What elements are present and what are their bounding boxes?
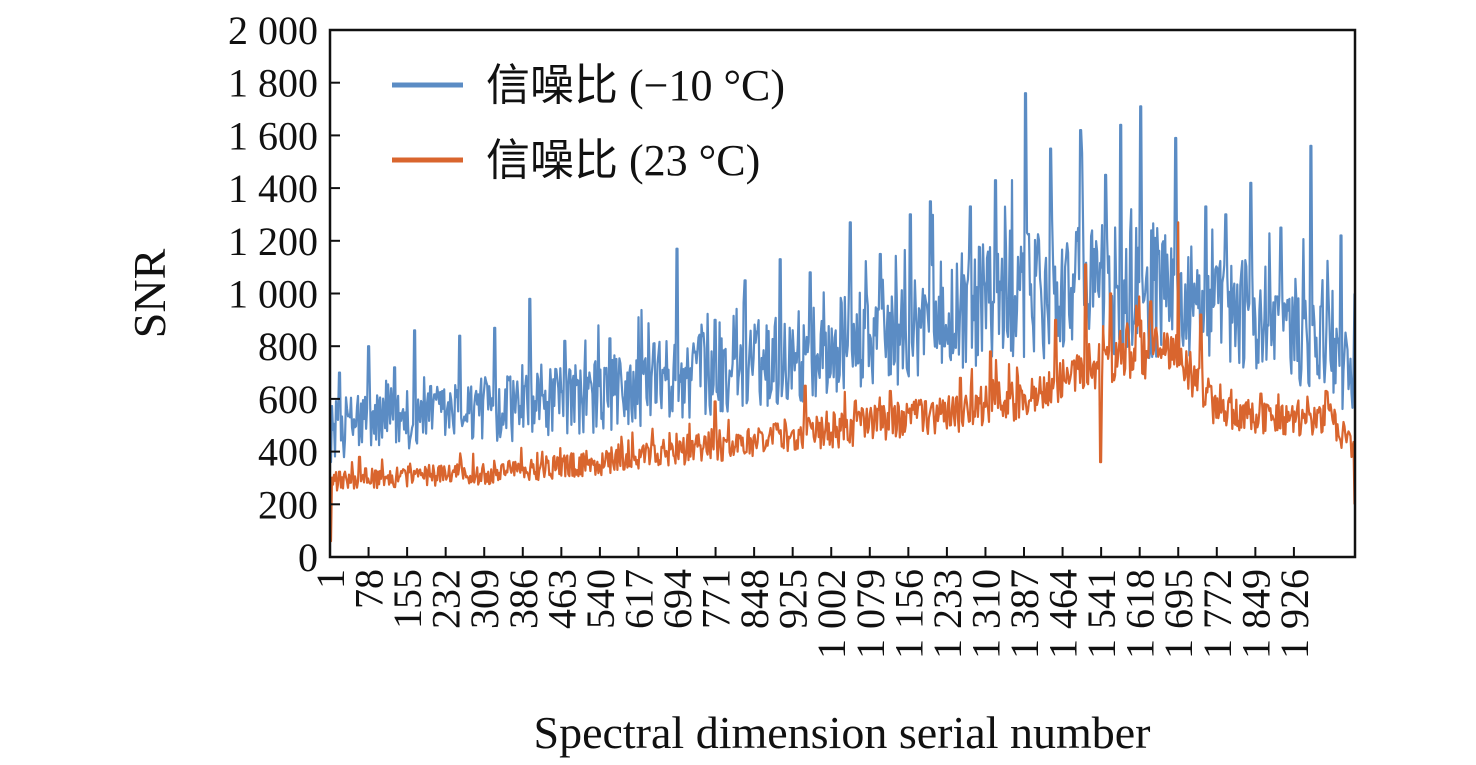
legend: 信噪比 (−10 °C) 信噪比 (23 °C) xyxy=(392,61,785,185)
legend-label-series-2: 信噪比 (23 °C) xyxy=(486,136,760,185)
x-tick-label: 1 387 xyxy=(1002,569,1047,659)
x-tick-label: 771 xyxy=(694,569,739,629)
x-tick-label: 848 xyxy=(732,569,777,629)
x-tick-label: 694 xyxy=(655,569,700,629)
y-tick-label: 400 xyxy=(258,430,318,475)
x-tick-label: 1 002 xyxy=(809,569,854,659)
series-line-1 xyxy=(329,92,1356,464)
y-tick-label: 200 xyxy=(258,482,318,527)
x-tick-label: 617 xyxy=(616,569,661,629)
x-tick-label: 925 xyxy=(771,569,816,629)
x-tick-label: 1 464 xyxy=(1041,569,1086,659)
x-tick-label: 1 156 xyxy=(886,569,931,659)
x-tick-label: 232 xyxy=(424,569,469,629)
y-tick-label: 1 000 xyxy=(228,272,318,317)
y-axis-title: SNR xyxy=(124,248,175,338)
y-tick-label: 800 xyxy=(258,324,318,369)
x-tick-label: 309 xyxy=(462,569,507,629)
x-tick-label: 1 849 xyxy=(1233,569,1278,659)
legend-label-series-1: 信噪比 (−10 °C) xyxy=(486,61,785,110)
y-tick-label: 1 200 xyxy=(228,219,318,264)
series-line-2 xyxy=(329,221,1356,543)
x-tick-label: 1 541 xyxy=(1079,569,1124,659)
plot-series xyxy=(329,92,1356,543)
x-tick-label: 1 618 xyxy=(1118,569,1163,659)
x-tick-label: 1 079 xyxy=(848,569,893,659)
y-tick-label: 1 600 xyxy=(228,113,318,158)
x-tick-label: 155 xyxy=(385,569,430,629)
x-tick-label: 1 926 xyxy=(1272,569,1317,659)
x-tick-label: 1 695 xyxy=(1156,569,1201,659)
x-axis-title: Spectral dimension serial number xyxy=(533,707,1150,758)
y-tick-label: 1 400 xyxy=(228,166,318,211)
x-tick-label: 463 xyxy=(539,569,584,629)
x-tick-label: 1 233 xyxy=(925,569,970,659)
x-tick-label: 1 xyxy=(308,569,353,589)
y-tick-label: 0 xyxy=(298,535,318,580)
y-tick-label: 1 800 xyxy=(228,61,318,106)
x-tick-label: 1 772 xyxy=(1195,569,1240,659)
x-tick-label: 540 xyxy=(578,569,623,629)
x-tick-label: 78 xyxy=(347,569,392,609)
y-tick-label: 600 xyxy=(258,377,318,422)
x-tick-label: 1 310 xyxy=(963,569,1008,659)
y-tick-label: 2 000 xyxy=(228,8,318,53)
y-axis: 0 200 400 600 800 1 000 1 200 1 400 1 600 1 800 2 … xyxy=(228,8,340,580)
x-tick-label: 386 xyxy=(501,569,546,629)
